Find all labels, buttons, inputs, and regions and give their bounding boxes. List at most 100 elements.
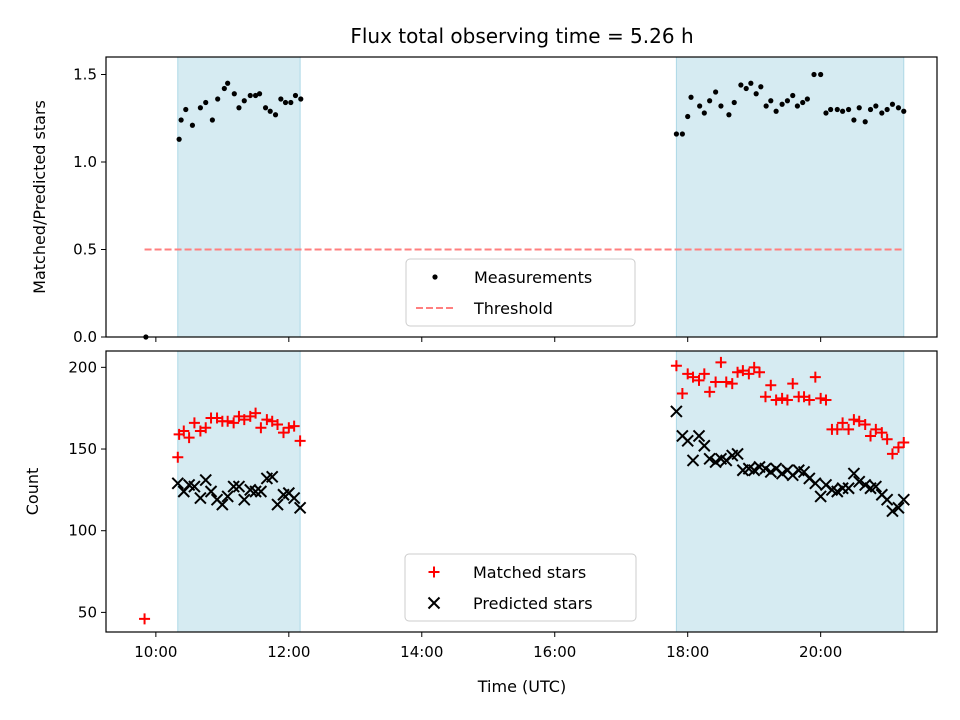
legend-label: Measurements xyxy=(474,268,592,287)
data-point xyxy=(831,423,843,435)
data-point xyxy=(238,493,251,506)
data-point xyxy=(216,498,229,511)
data-point xyxy=(209,117,215,123)
data-point xyxy=(842,482,855,495)
data-point xyxy=(892,501,905,515)
data-point xyxy=(282,99,289,106)
data-point xyxy=(256,91,263,97)
data-point xyxy=(707,98,713,104)
data-point xyxy=(737,365,749,377)
data-point xyxy=(889,101,896,107)
data-point xyxy=(895,105,902,111)
data-point xyxy=(867,106,874,113)
data-point xyxy=(252,92,259,99)
legend-marker xyxy=(427,596,441,610)
data-point xyxy=(228,417,240,429)
data-point xyxy=(293,501,307,515)
data-point xyxy=(843,423,855,435)
data-point xyxy=(794,103,800,109)
data-point xyxy=(249,485,262,498)
data-point xyxy=(215,96,221,102)
data-point xyxy=(839,108,846,114)
data-point xyxy=(759,391,771,403)
plot-frame xyxy=(105,56,938,338)
data-point xyxy=(197,105,204,111)
data-point xyxy=(199,473,212,487)
data-point xyxy=(781,394,793,406)
data-point xyxy=(673,131,679,137)
data-point xyxy=(225,80,231,86)
data-point xyxy=(178,117,184,123)
data-point xyxy=(713,89,719,95)
data-point xyxy=(697,103,703,109)
x-tick-label: 16:00 xyxy=(533,643,576,661)
data-point xyxy=(287,491,301,505)
data-point xyxy=(828,106,834,113)
data-point xyxy=(873,103,879,109)
data-point xyxy=(288,420,300,432)
data-point xyxy=(685,113,691,120)
x-tick-label: 18:00 xyxy=(666,643,709,661)
data-point xyxy=(763,103,769,109)
data-point xyxy=(901,108,907,114)
x-tick-label: 20:00 xyxy=(799,643,842,661)
data-point xyxy=(862,119,868,125)
data-point xyxy=(254,485,268,498)
y-axis-label: Matched/Predicted stars xyxy=(30,100,49,294)
data-point xyxy=(698,368,710,380)
legend-marker xyxy=(428,566,440,578)
legend-label: Matched stars xyxy=(473,563,586,582)
plot-frame xyxy=(105,350,938,633)
data-point xyxy=(758,84,764,90)
data-point xyxy=(820,394,832,406)
data-point xyxy=(853,415,865,427)
y-tick-label: 100 xyxy=(68,522,97,540)
data-point xyxy=(693,374,705,386)
data-point xyxy=(809,371,821,383)
data-point xyxy=(261,414,273,426)
data-point xyxy=(294,435,306,447)
data-point xyxy=(738,82,744,88)
y-tick-label: 50 xyxy=(78,603,97,621)
data-point xyxy=(171,477,185,490)
data-point xyxy=(670,405,683,418)
data-point xyxy=(200,422,212,434)
data-point xyxy=(687,371,699,383)
legend: Matched stars Predicted stars xyxy=(404,553,637,622)
data-point xyxy=(194,491,207,505)
data-point xyxy=(265,470,279,484)
data-point xyxy=(787,378,799,390)
data-point xyxy=(278,96,284,102)
data-point xyxy=(784,98,791,104)
chart-title: Flux total observing time = 5.26 h xyxy=(350,24,693,48)
data-point xyxy=(726,378,738,390)
data-point xyxy=(837,417,849,429)
data-point xyxy=(686,454,700,467)
data-point xyxy=(176,136,182,142)
data-point xyxy=(679,131,685,137)
data-point xyxy=(779,101,785,107)
data-point xyxy=(710,376,722,388)
data-point xyxy=(804,96,810,102)
data-point xyxy=(869,480,883,493)
data-point xyxy=(897,493,910,506)
data-point xyxy=(776,392,788,404)
data-point xyxy=(880,493,894,506)
data-point xyxy=(203,99,209,106)
data-point xyxy=(853,475,866,488)
series-predicted-stars xyxy=(171,405,910,518)
data-point xyxy=(870,423,882,435)
data-point xyxy=(298,96,304,102)
x-axis-label: Time (UTC) xyxy=(477,677,566,696)
y-tick-label: 0.0 xyxy=(73,328,97,346)
data-point xyxy=(718,103,724,109)
data-point xyxy=(715,356,727,368)
data-point xyxy=(847,467,861,480)
data-point xyxy=(183,432,195,444)
data-point xyxy=(743,85,749,92)
data-point xyxy=(886,448,898,460)
y-tick-label: 1.5 xyxy=(73,66,97,84)
data-point xyxy=(851,117,857,123)
data-point xyxy=(743,368,755,380)
